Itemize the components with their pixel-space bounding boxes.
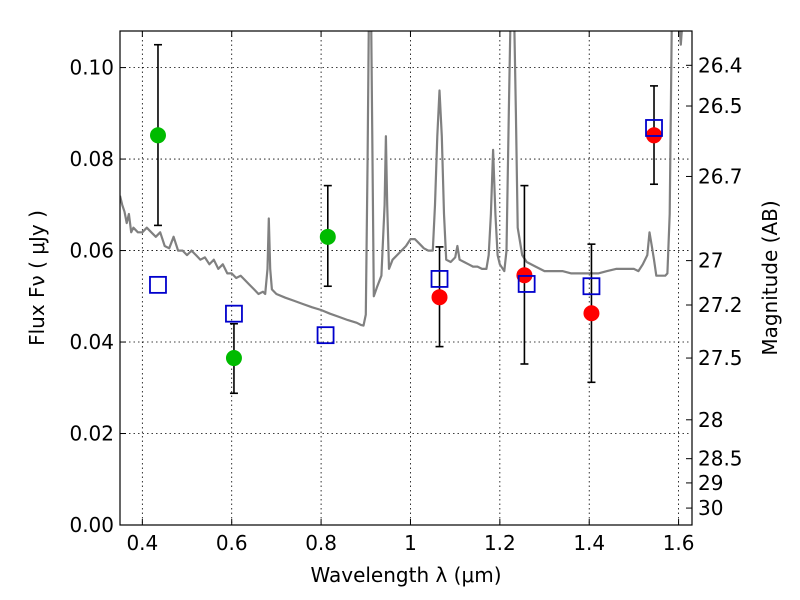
y-tick-label: 0.00 bbox=[69, 513, 114, 537]
blue-model-square bbox=[582, 277, 601, 296]
right-tick-label: 28.5 bbox=[698, 447, 743, 471]
right-tick-label: 26.4 bbox=[698, 53, 743, 77]
right-tick-label: 27.2 bbox=[698, 293, 743, 317]
tick-labels: 0.4 0.6 0.8 1 1.2 1.4 1.6 0.00 0.02 0.04 0.06 0.08 0… bbox=[69, 53, 742, 555]
green-data-point bbox=[319, 228, 336, 245]
green-data-point bbox=[149, 127, 166, 144]
y-tick-label: 0.10 bbox=[69, 56, 114, 80]
right-tick-label: 30 bbox=[698, 496, 723, 520]
x-tick-label: 1.6 bbox=[663, 531, 695, 555]
grid bbox=[120, 31, 692, 525]
right-tick-label: 27 bbox=[698, 249, 723, 273]
blue-model-square bbox=[430, 270, 449, 288]
y-tick-label: 0.02 bbox=[69, 422, 114, 446]
model-spectrum-layer bbox=[120, 31, 683, 327]
x-tick-label: 0.4 bbox=[126, 531, 158, 555]
model-spectrum-line bbox=[120, 31, 683, 327]
right-axis-title: Magnitude (AB) bbox=[758, 200, 782, 355]
x-axis-title: Wavelength λ (μm) bbox=[310, 563, 501, 587]
y-tick-label: 0.06 bbox=[69, 239, 114, 263]
x-tick-label: 0.8 bbox=[305, 531, 337, 555]
right-tick-label: 27.5 bbox=[698, 346, 743, 370]
right-tick-label: 28 bbox=[698, 408, 723, 432]
y-axis-title: Flux Fν ( μJy ) bbox=[25, 210, 49, 346]
right-tick-label: 26.7 bbox=[698, 164, 743, 188]
red-data-point bbox=[431, 289, 448, 306]
blue-model-square bbox=[316, 326, 335, 345]
plot-frame bbox=[119, 30, 693, 526]
x-tick-label: 1.2 bbox=[484, 531, 516, 555]
y-tick-label: 0.04 bbox=[69, 330, 114, 354]
x-tick-label: 1 bbox=[404, 531, 417, 555]
blue-model-square bbox=[645, 119, 663, 137]
red-data-point bbox=[583, 305, 600, 322]
blue-model-square bbox=[149, 275, 167, 294]
right-tick-label: 29 bbox=[698, 471, 723, 495]
blue-model-square bbox=[517, 275, 536, 293]
right-tick-label: 26.5 bbox=[698, 94, 743, 118]
x-tick-label: 0.6 bbox=[216, 531, 248, 555]
plot-background bbox=[120, 31, 692, 525]
y-tick-label: 0.08 bbox=[69, 147, 114, 171]
x-tick-label: 1.4 bbox=[573, 531, 605, 555]
marker-layer bbox=[149, 119, 663, 367]
ticks bbox=[120, 31, 692, 526]
blue-model-square bbox=[225, 304, 243, 323]
green-data-point bbox=[225, 350, 242, 367]
